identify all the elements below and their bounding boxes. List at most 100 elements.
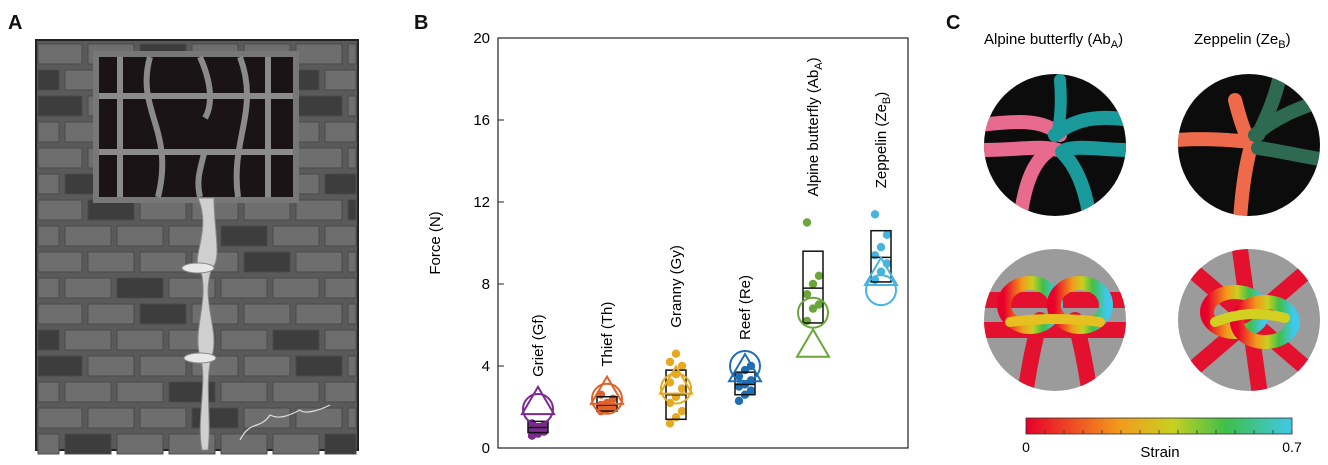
data-point (677, 384, 687, 393)
data-point (734, 396, 744, 406)
brick (272, 381, 320, 403)
brick (347, 95, 357, 117)
brick (37, 147, 83, 169)
data-point (808, 279, 818, 289)
brick (139, 251, 187, 273)
artist-signature (239, 404, 331, 441)
brick (191, 407, 239, 429)
category-label: Grief (Gf) (530, 314, 547, 377)
y-tick-label: 4 (482, 358, 490, 375)
data-point (671, 413, 681, 422)
brick (37, 43, 83, 65)
knot-title-zeppelin: Zeppelin (ZeB) (1194, 31, 1291, 51)
brick (87, 407, 135, 429)
brick (324, 121, 357, 143)
data-point (802, 218, 812, 227)
brick (295, 251, 343, 273)
circle-marker (729, 350, 761, 382)
triangle-marker (658, 364, 694, 395)
data-point (870, 210, 880, 219)
brick (64, 381, 112, 403)
brick (37, 277, 60, 299)
circle-marker (797, 296, 829, 329)
alpine-butterfly-photo (984, 74, 1126, 216)
brick (139, 407, 187, 429)
data-point (677, 361, 687, 371)
brick (139, 303, 187, 325)
brick (116, 433, 164, 455)
brick (37, 381, 60, 403)
brick (295, 95, 343, 117)
data-point (870, 251, 880, 260)
data-point (539, 427, 549, 436)
iqr-box (870, 229, 892, 283)
knot-title-alpine: Alpine butterfly (AbA) (984, 31, 1123, 51)
brick (37, 303, 83, 325)
data-point (814, 271, 824, 280)
brick (295, 355, 343, 377)
brick (347, 251, 357, 273)
brick (295, 199, 343, 221)
brick (324, 433, 357, 455)
triangle-marker (520, 384, 556, 416)
category-label: Granny (Gy) (668, 245, 685, 328)
brick (347, 355, 357, 377)
brick (116, 329, 164, 351)
brick (272, 329, 320, 351)
data-point (808, 304, 818, 313)
brick (272, 433, 320, 455)
colorbar-label: Strain (1140, 444, 1179, 460)
data-point (608, 394, 618, 403)
circle-marker (591, 382, 623, 415)
y-tick-label: 16 (473, 112, 490, 129)
brick (37, 433, 60, 455)
force-chart: 0 4 8 12 16 20 Force (N) Grief (Gf) Thief (Th)… (427, 30, 909, 457)
brick (243, 251, 291, 273)
brick (87, 355, 135, 377)
panel-c: C Alpine butterfly (AbA) Zeppelin (ZeB) (940, 0, 1328, 461)
brick (116, 277, 164, 299)
y-axis-label: Force (N) (427, 211, 444, 274)
brick (116, 381, 164, 403)
y-tick-label: 12 (473, 194, 490, 211)
brick (64, 329, 112, 351)
brick (272, 225, 320, 247)
strain-colorbar: 0 0.7 Strain (1022, 417, 1302, 461)
brick (64, 433, 112, 455)
y-tick-label: 8 (482, 276, 490, 293)
brick (243, 303, 291, 325)
category-label: Alpine butterfly (AbA) (805, 57, 825, 196)
data-point (665, 357, 675, 367)
zeppelin-photo (1178, 74, 1320, 216)
alpine-butterfly-simulation (984, 249, 1126, 391)
brick (191, 303, 239, 325)
colorbar-min-label: 0 (1022, 439, 1030, 455)
brick (37, 355, 83, 377)
brick (324, 69, 357, 91)
brick (37, 69, 60, 91)
data-point (814, 300, 824, 309)
y-tick-label: 20 (473, 30, 490, 47)
brick (324, 225, 357, 247)
data-point (876, 242, 886, 252)
y-tick-label: 0 (482, 440, 490, 457)
brick (324, 277, 357, 299)
brick (37, 173, 60, 195)
knot-groups: Grief (Gf) Thief (Th) Granny (Gy) Reef (Re)… (520, 57, 899, 440)
data-point (882, 230, 892, 239)
brick (139, 355, 187, 377)
iqr-box (734, 371, 756, 396)
panel-letter-b: B (414, 12, 429, 34)
panel-letter-c: C (946, 12, 961, 34)
brick (295, 407, 343, 429)
brick (220, 381, 268, 403)
brick (324, 329, 357, 351)
brick (220, 433, 268, 455)
brick (324, 381, 357, 403)
brick (37, 95, 83, 117)
brick (324, 173, 357, 195)
panel-a: A (0, 0, 370, 460)
brick (87, 303, 135, 325)
brick (220, 329, 268, 351)
brick (37, 225, 60, 247)
